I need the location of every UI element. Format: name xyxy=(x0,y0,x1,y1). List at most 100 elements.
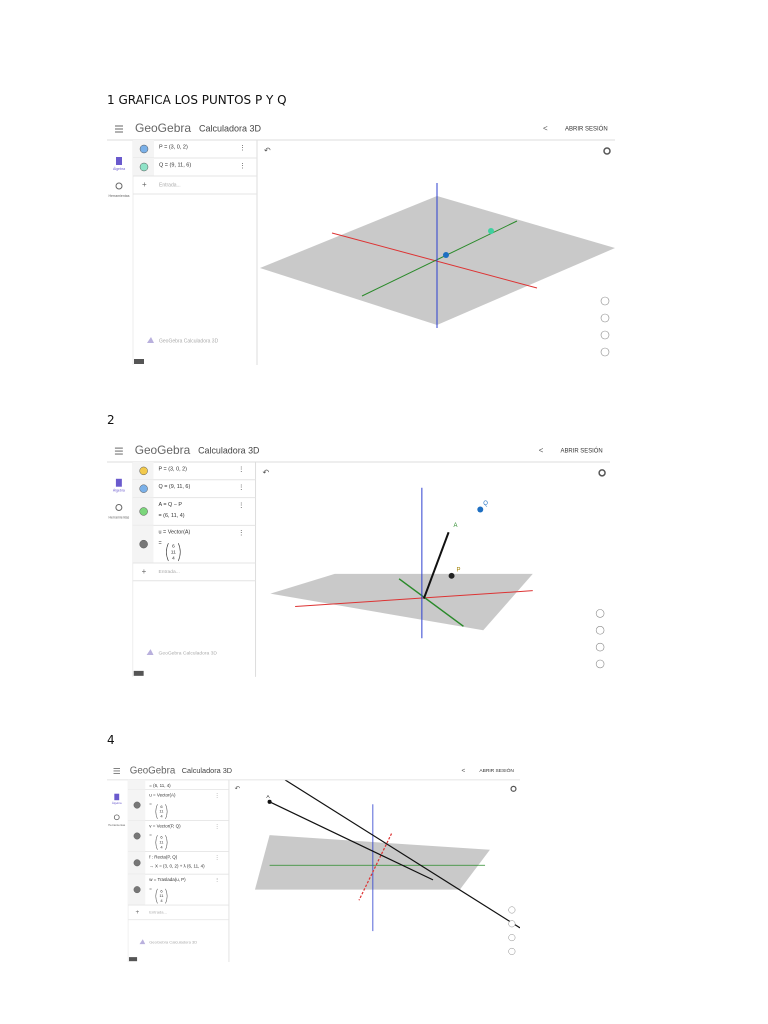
matrix-value: 4 xyxy=(172,555,175,561)
entry-marble xyxy=(139,144,149,154)
entry-text: = (6, 11, 4) xyxy=(158,513,184,519)
entry-menu: ⋮ xyxy=(214,878,220,884)
input-plus: + xyxy=(142,567,147,576)
view-button xyxy=(595,642,605,652)
entry-marble xyxy=(139,484,148,493)
share-icon: < xyxy=(543,124,548,133)
background xyxy=(107,440,610,677)
login-button[interactable]: ABRIR SESIÓN xyxy=(565,126,608,133)
entry-marble-column xyxy=(128,779,146,790)
watermark-logo xyxy=(147,337,154,343)
app-name: Calculadora 3D xyxy=(198,445,259,455)
brand: GeoGebra xyxy=(135,443,191,457)
paren xyxy=(155,804,158,820)
watermark: GeoGebra Calculadora 3D xyxy=(159,338,219,344)
point-label: Q xyxy=(483,501,488,507)
watermark: GeoGebra Calculadora 3D xyxy=(149,940,197,945)
entry-text: P = (3, 0, 2) xyxy=(159,144,188,150)
view-button xyxy=(595,659,605,669)
watermark-logo xyxy=(146,649,154,656)
view-button xyxy=(508,920,516,928)
login-button[interactable]: ABRIR SESIÓN xyxy=(560,448,602,455)
watermark: GeoGebra Calculadora 3D xyxy=(158,650,217,656)
entry-text: Q = (9, 11, 6) xyxy=(159,162,191,168)
line-w xyxy=(284,779,520,929)
point xyxy=(267,799,272,804)
heading: 1 GRAFICA LOS PUNTOS P Y Q xyxy=(107,93,287,107)
sidebar-label: Álgebra xyxy=(112,801,122,805)
watermark-logo xyxy=(139,939,146,945)
matrix-value: 11 xyxy=(159,893,164,898)
heading: 2 xyxy=(107,413,115,427)
entry-menu: ⋮ xyxy=(238,502,245,509)
entry-menu: ⋮ xyxy=(238,485,245,492)
view-button xyxy=(600,347,610,357)
view-button xyxy=(600,313,610,323)
point xyxy=(477,506,484,513)
algebra-icon xyxy=(115,478,122,487)
share-icon: < xyxy=(461,768,465,775)
algebra-icon xyxy=(116,157,122,165)
entry-text: = xyxy=(158,541,161,547)
keyboard-icon xyxy=(134,359,144,364)
settings-icon xyxy=(598,469,606,477)
paren xyxy=(155,835,158,850)
point xyxy=(448,572,455,579)
entry-marble xyxy=(139,162,149,172)
paren xyxy=(165,804,168,820)
input-field[interactable]: Entrada... xyxy=(149,909,167,914)
keyboard-icon xyxy=(128,957,138,962)
input-field[interactable]: Entrada... xyxy=(158,569,179,575)
point-label: A xyxy=(454,523,458,529)
graphics-view: ↶ xyxy=(260,146,615,357)
matrix-value: 11 xyxy=(159,809,164,814)
entry-menu: ⋮ xyxy=(214,794,220,800)
settings-icon xyxy=(603,147,611,155)
paren xyxy=(166,543,169,562)
view-button xyxy=(508,947,516,955)
plane xyxy=(270,573,533,631)
entry-marble xyxy=(133,859,141,867)
view-button xyxy=(508,934,516,942)
matrix-value: 6 xyxy=(160,888,163,893)
entry-text: v = Vector(P, Q) xyxy=(149,823,181,828)
app-name: Calculadora 3D xyxy=(182,766,232,775)
geogebra-screenshot: ↶ GeoGebra Calculadora 3D < ABRIR SESIÓN Álge… xyxy=(107,118,615,365)
matrix-value: 6 xyxy=(160,804,163,809)
sidebar-label: Herramientas xyxy=(108,823,126,827)
heading: 4 xyxy=(107,733,115,747)
graphics-view: Q A P ↶ xyxy=(262,468,606,669)
algebra-icon xyxy=(114,793,120,801)
entry-marble xyxy=(133,801,141,809)
point-label: A xyxy=(266,794,270,800)
view-button xyxy=(595,609,605,618)
paren xyxy=(155,888,158,904)
point-label: P xyxy=(457,567,461,573)
matrix-value: 11 xyxy=(171,549,176,555)
undo-icon: ↶ xyxy=(264,146,271,155)
input-plus: + xyxy=(135,909,139,916)
entry-text: u = Vector(A) xyxy=(158,530,190,536)
input-field[interactable]: Entrada... xyxy=(159,182,181,188)
point xyxy=(443,252,449,258)
matrix-value: 11 xyxy=(159,840,164,845)
login-button[interactable]: ABRIR SESIÓN xyxy=(479,767,514,774)
entry-text: = (6, 11, 4) xyxy=(149,783,171,788)
entry-marble xyxy=(139,507,148,516)
view-button xyxy=(600,296,610,306)
view-button xyxy=(595,626,605,635)
input-plus: + xyxy=(142,180,147,189)
entry-menu: ⋮ xyxy=(238,530,245,537)
tools-icon xyxy=(115,504,123,511)
entry-text: → X = (3, 0, 2) + λ (6, 11, 4) xyxy=(149,863,205,868)
matrix-value: 4 xyxy=(160,898,163,903)
matrix-value: 6 xyxy=(172,543,175,549)
geogebra-screenshot: Q A P ↶ GeoGebra Calculadora 3D < ABRIR SESIÓN Á… xyxy=(107,440,610,677)
entry-text: f : Recta(P, Q) xyxy=(149,854,177,859)
sidebar-label: Herramientas xyxy=(108,194,129,198)
x-axis xyxy=(358,833,393,901)
y-axis xyxy=(398,578,464,627)
view-button xyxy=(600,330,610,340)
entry-menu: ⋮ xyxy=(214,855,220,861)
undo-icon: ↶ xyxy=(262,468,269,477)
